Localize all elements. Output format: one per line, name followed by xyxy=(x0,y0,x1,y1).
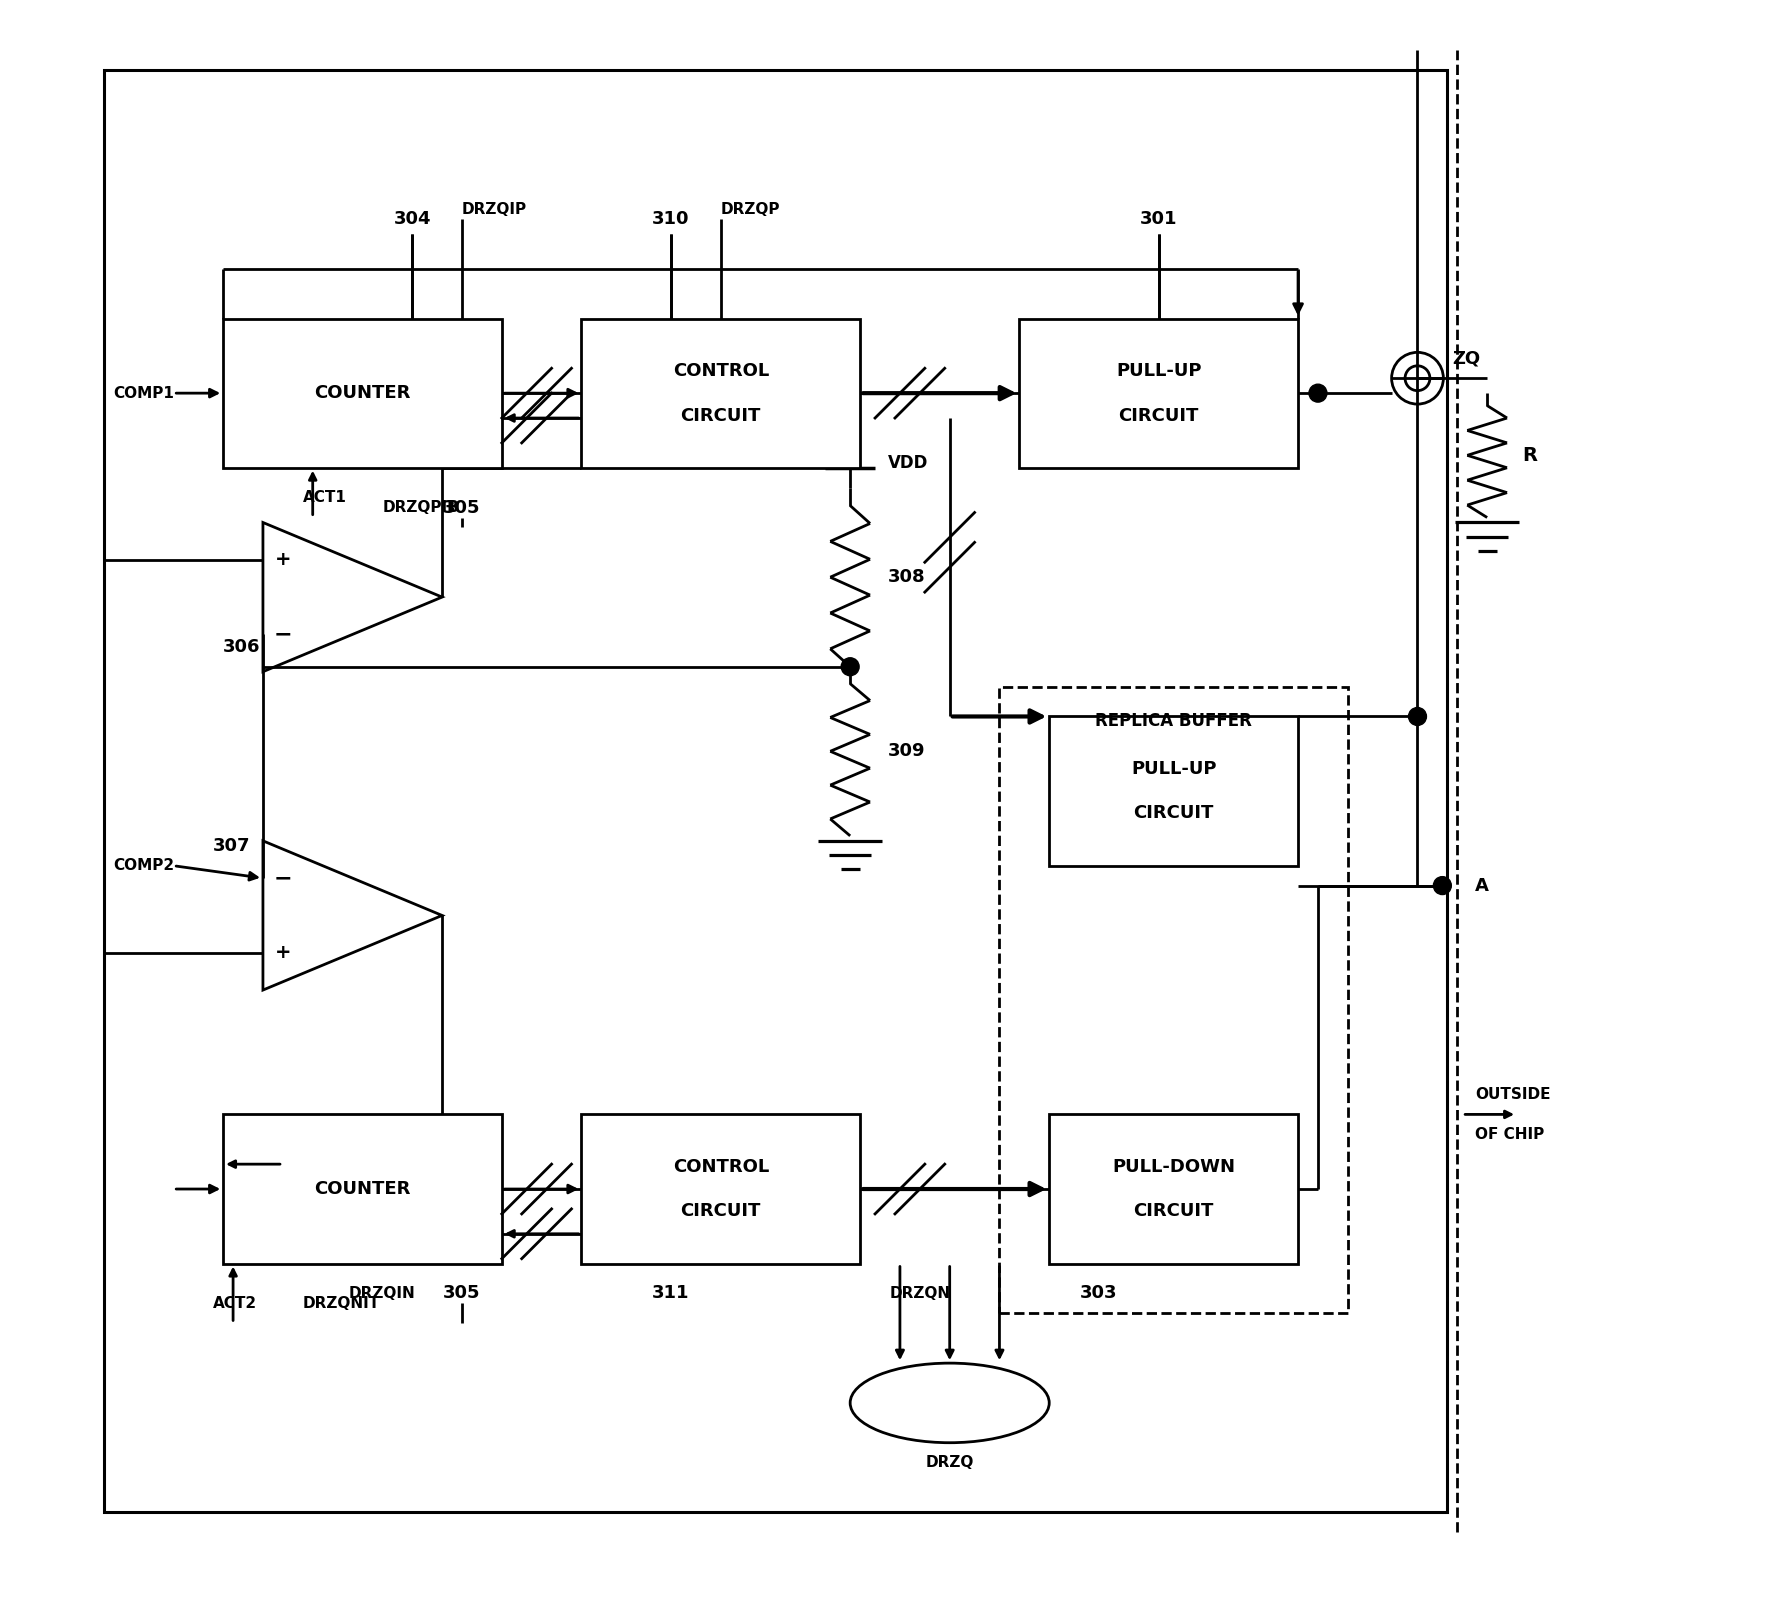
Bar xyxy=(581,1115,860,1264)
Text: R: R xyxy=(1522,446,1536,465)
Bar xyxy=(581,318,860,467)
Text: COUNTER: COUNTER xyxy=(315,1180,411,1197)
Text: CONTROL: CONTROL xyxy=(673,362,768,380)
Circle shape xyxy=(1310,385,1328,402)
Text: 306: 306 xyxy=(223,638,260,656)
Text: CIRCUIT: CIRCUIT xyxy=(1133,805,1214,823)
Text: CIRCUIT: CIRCUIT xyxy=(681,1202,761,1220)
Circle shape xyxy=(1409,708,1427,726)
Text: ZQ: ZQ xyxy=(1453,349,1480,367)
Text: −: − xyxy=(274,624,292,645)
Text: PULL-UP: PULL-UP xyxy=(1131,760,1216,777)
Text: DRZQPIB: DRZQPIB xyxy=(382,499,458,516)
Text: CIRCUIT: CIRCUIT xyxy=(1133,1202,1214,1220)
Text: CIRCUIT: CIRCUIT xyxy=(1119,407,1198,425)
Circle shape xyxy=(1434,876,1451,895)
Text: 304: 304 xyxy=(393,210,430,228)
Text: DRZQNIT: DRZQNIT xyxy=(303,1296,381,1311)
Text: PULL-DOWN: PULL-DOWN xyxy=(1112,1157,1235,1176)
Circle shape xyxy=(841,658,858,675)
Text: 309: 309 xyxy=(889,742,926,760)
Text: PULL-UP: PULL-UP xyxy=(1115,362,1202,380)
Bar xyxy=(104,69,1448,1513)
Bar xyxy=(1050,1115,1297,1264)
Text: DRZQP: DRZQP xyxy=(720,202,781,217)
Text: COMP2: COMP2 xyxy=(113,858,175,873)
Text: COMP1: COMP1 xyxy=(113,386,175,401)
Text: REPLICA BUFFER: REPLICA BUFFER xyxy=(1096,713,1251,730)
Text: 303: 303 xyxy=(1080,1285,1117,1302)
Text: ACT1: ACT1 xyxy=(303,490,347,506)
Text: +: + xyxy=(274,944,290,962)
Text: DRZQIN: DRZQIN xyxy=(349,1286,416,1301)
Text: VDD: VDD xyxy=(889,454,927,472)
Text: COUNTER: COUNTER xyxy=(315,385,411,402)
Text: 301: 301 xyxy=(1140,210,1177,228)
Text: DRZQIP: DRZQIP xyxy=(462,202,527,217)
Text: 310: 310 xyxy=(653,210,690,228)
Bar xyxy=(223,1115,503,1264)
Text: +: + xyxy=(274,551,290,569)
Text: 311: 311 xyxy=(653,1285,690,1302)
Text: −: − xyxy=(274,868,292,889)
Bar xyxy=(223,318,503,467)
Text: CIRCUIT: CIRCUIT xyxy=(681,407,761,425)
Bar xyxy=(1020,318,1297,467)
Text: CONTROL: CONTROL xyxy=(673,1157,768,1176)
Text: OUTSIDE: OUTSIDE xyxy=(1474,1088,1551,1102)
Text: DRZQ: DRZQ xyxy=(926,1454,974,1471)
Text: 305: 305 xyxy=(442,499,481,517)
Text: OF CHIP: OF CHIP xyxy=(1474,1126,1545,1143)
Bar xyxy=(1050,716,1297,866)
Text: DRZQN: DRZQN xyxy=(889,1286,950,1301)
Text: 305: 305 xyxy=(442,1285,481,1302)
Text: ACT2: ACT2 xyxy=(212,1296,257,1311)
Text: A: A xyxy=(1474,876,1489,895)
Text: 308: 308 xyxy=(889,569,926,587)
Text: 307: 307 xyxy=(212,837,251,855)
Bar xyxy=(1000,687,1347,1314)
